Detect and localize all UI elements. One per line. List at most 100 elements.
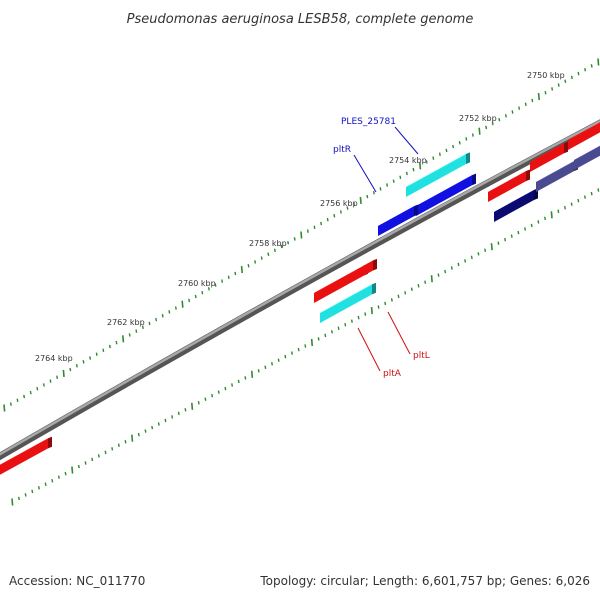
inner-tick: [304, 344, 307, 348]
inner-tick: [404, 291, 407, 295]
pltR-cds[interactable]: [378, 204, 418, 236]
cds-reverse-c[interactable]: [568, 116, 600, 150]
ples25781-feature[interactable]: [406, 152, 470, 197]
cds-forward-a-front-face: [416, 175, 472, 216]
inner-tick: [231, 383, 234, 387]
cds-reverse-left[interactable]: [0, 436, 52, 477]
outer-tick: [9, 402, 12, 406]
inner-tick: [477, 252, 480, 256]
inner-tick: [137, 432, 140, 437]
outer-tick: [458, 141, 461, 145]
cds-slate-b[interactable]: [574, 142, 600, 170]
gene-label-pltR[interactable]: pltR: [333, 145, 351, 155]
outer-tick: [16, 398, 19, 403]
inner-tick: [184, 408, 187, 412]
outer-tick: [168, 310, 171, 314]
ples25781-feature-front-face: [406, 154, 466, 197]
inner-tick: [390, 298, 393, 302]
inner-tick: [237, 379, 240, 384]
inner-tick: [430, 275, 433, 283]
inner-tick: [437, 273, 440, 277]
outer-tick: [23, 394, 26, 399]
inner-tick: [51, 478, 54, 483]
outer-tick: [333, 214, 336, 218]
inner-tick: [577, 198, 580, 203]
inner-tick: [77, 464, 80, 469]
cds-reverse-b[interactable]: [530, 141, 568, 172]
pltR-cds-top-face: [378, 204, 418, 226]
inner-tick: [250, 370, 254, 378]
outer-tick: [392, 179, 395, 183]
inner-tick: [484, 248, 487, 253]
gene-label-ples25781[interactable]: PLES_25781: [341, 117, 396, 127]
outer-tick: [564, 79, 567, 83]
outer-tick: [452, 144, 455, 149]
topology-text: Topology: circular; Length: 6,601,757 bp…: [260, 574, 590, 588]
inner-tick: [71, 466, 74, 474]
cds-reverse-left-top-face: [0, 436, 52, 466]
inner-tick: [224, 386, 227, 391]
outer-tick: [3, 404, 6, 412]
cds-reverse-a-front-face: [488, 171, 526, 202]
inner-tick: [131, 434, 134, 442]
outer-tick: [82, 360, 85, 364]
outer-tick: [590, 64, 593, 68]
inner-tick: [91, 457, 94, 462]
inner-tick: [271, 361, 273, 366]
gene-label-pltL[interactable]: pltL: [413, 351, 430, 361]
cds-forward-a[interactable]: [416, 173, 476, 216]
inner-tick: [357, 315, 360, 320]
outer-tick: [379, 187, 382, 191]
outer-tick: [75, 363, 78, 368]
outer-tick: [597, 58, 600, 66]
outer-tick: [273, 248, 276, 253]
cds-reverse-a[interactable]: [488, 169, 530, 203]
outer-tick: [115, 340, 118, 345]
pltA-leader-line: [357, 327, 381, 372]
inner-tick: [84, 461, 87, 465]
outer-tick: [405, 171, 408, 176]
inner-tick: [510, 234, 513, 238]
outer-tick: [412, 167, 415, 172]
outer-tick: [313, 225, 316, 230]
outer-tick: [386, 183, 389, 187]
outer-tick: [432, 156, 435, 160]
inner-tick: [324, 333, 327, 338]
ples25781-feature-top-face: [406, 152, 470, 187]
inner-tick: [344, 322, 347, 327]
outer-tick: [207, 287, 210, 291]
outer-tick: [247, 264, 250, 268]
cds-reverse-small-end-face: [373, 258, 377, 271]
outer-tick: [425, 160, 428, 164]
outer-tick: [300, 231, 303, 239]
gene-label-pltA[interactable]: pltA: [383, 369, 402, 379]
outer-tick: [551, 87, 554, 91]
inner-tick: [450, 266, 453, 270]
tick-label-2752: 2752 kbp: [459, 114, 497, 123]
outer-tick: [135, 329, 138, 333]
outer-tick: [214, 283, 217, 287]
cds-reverse-small[interactable]: [363, 258, 377, 276]
outer-tick: [293, 237, 296, 241]
pltA-feature[interactable]: [320, 282, 376, 323]
inner-tick: [157, 422, 160, 426]
inner-tick: [457, 262, 460, 267]
inner-tick: [490, 243, 493, 251]
pltL-cds-top-face: [314, 263, 368, 293]
outer-tick: [161, 314, 164, 318]
outer-tick: [419, 162, 422, 170]
outer-tick: [240, 266, 243, 274]
outer-tick: [346, 206, 349, 210]
inner-tick: [24, 493, 27, 497]
inner-tick: [37, 486, 40, 490]
outer-tick: [478, 127, 481, 135]
outer-tick: [531, 98, 534, 103]
outer-tick: [544, 91, 547, 95]
inner-tick: [11, 498, 14, 506]
pltL-leader-line: [387, 311, 411, 355]
outer-tick: [306, 229, 309, 233]
outer-tick: [326, 217, 329, 222]
inner-tick: [564, 205, 566, 210]
outer-tick: [29, 390, 32, 395]
outer-tick: [221, 279, 224, 283]
